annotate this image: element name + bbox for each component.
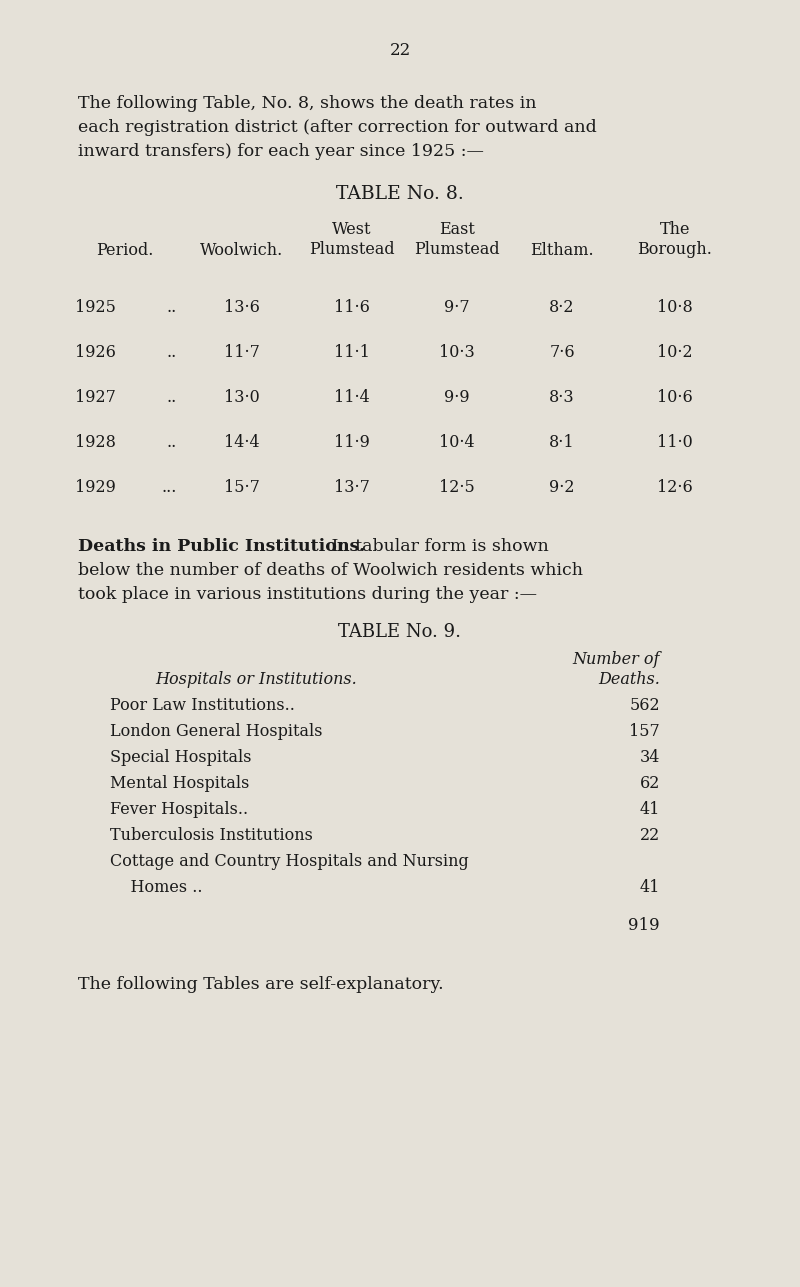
Text: TABLE No. 9.: TABLE No. 9. — [338, 623, 462, 641]
Text: 10·2: 10·2 — [657, 344, 693, 360]
Text: 13·7: 13·7 — [334, 479, 370, 495]
Text: 7·6: 7·6 — [549, 344, 575, 360]
Text: The following Table, No. 8, shows the death rates in: The following Table, No. 8, shows the de… — [78, 95, 537, 112]
Text: The following Tables are self-explanatory.: The following Tables are self-explanator… — [78, 976, 444, 994]
Text: 41: 41 — [640, 879, 660, 896]
Text: 157: 157 — [630, 723, 660, 740]
Text: Homes ..: Homes .. — [110, 879, 202, 896]
Text: each registration district (after correction for outward and: each registration district (after correc… — [78, 118, 597, 136]
Text: Hospitals or Institutions.: Hospitals or Institutions. — [155, 671, 357, 689]
Text: Woolwich.: Woolwich. — [200, 242, 284, 259]
Text: Tuberculosis Institutions: Tuberculosis Institutions — [110, 828, 313, 844]
Text: Mental Hospitals: Mental Hospitals — [110, 775, 250, 792]
Text: 12·6: 12·6 — [657, 479, 693, 495]
Text: 41: 41 — [640, 801, 660, 819]
Text: ..: .. — [166, 299, 177, 317]
Text: West
Plumstead: West Plumstead — [309, 221, 395, 257]
Text: 15·7: 15·7 — [224, 479, 260, 495]
Text: 1929: 1929 — [75, 479, 116, 495]
Text: 9·9: 9·9 — [444, 389, 470, 405]
Text: 919: 919 — [628, 918, 660, 934]
Text: 12·5: 12·5 — [439, 479, 475, 495]
Text: 62: 62 — [640, 775, 660, 792]
Text: 11·0: 11·0 — [657, 434, 693, 450]
Text: 13·0: 13·0 — [224, 389, 260, 405]
Text: 9·7: 9·7 — [444, 299, 470, 317]
Text: 9·2: 9·2 — [550, 479, 574, 495]
Text: below the number of deaths of Woolwich residents which: below the number of deaths of Woolwich r… — [78, 562, 583, 579]
Text: 1928: 1928 — [75, 434, 116, 450]
Text: 1927: 1927 — [75, 389, 116, 405]
Text: ..: .. — [166, 344, 177, 360]
Text: Poor Law Institutions..: Poor Law Institutions.. — [110, 698, 295, 714]
Text: 10·3: 10·3 — [439, 344, 475, 360]
Text: 8·3: 8·3 — [549, 389, 575, 405]
Text: 1926: 1926 — [75, 344, 116, 360]
Text: In tabular form is shown: In tabular form is shown — [326, 538, 549, 555]
Text: 11·6: 11·6 — [334, 299, 370, 317]
Text: 22: 22 — [640, 828, 660, 844]
Text: 10·8: 10·8 — [657, 299, 693, 317]
Text: Fever Hospitals..: Fever Hospitals.. — [110, 801, 248, 819]
Text: 11·9: 11·9 — [334, 434, 370, 450]
Text: 14·4: 14·4 — [224, 434, 260, 450]
Text: Deaths in Public Institutions.: Deaths in Public Institutions. — [78, 538, 366, 555]
Text: 562: 562 — [630, 698, 660, 714]
Text: 10·4: 10·4 — [439, 434, 475, 450]
Text: 13·6: 13·6 — [224, 299, 260, 317]
Text: Special Hospitals: Special Hospitals — [110, 749, 251, 766]
Text: 22: 22 — [390, 42, 410, 59]
Text: The
Borough.: The Borough. — [638, 221, 713, 257]
Text: Period.: Period. — [96, 242, 154, 259]
Text: 11·1: 11·1 — [334, 344, 370, 360]
Text: London General Hospitals: London General Hospitals — [110, 723, 322, 740]
Text: 1925: 1925 — [75, 299, 116, 317]
Text: Number of: Number of — [573, 651, 660, 668]
Text: Eltham.: Eltham. — [530, 242, 594, 259]
Text: ..: .. — [166, 389, 177, 405]
Text: 8·2: 8·2 — [550, 299, 574, 317]
Text: 11·4: 11·4 — [334, 389, 370, 405]
Text: ..: .. — [166, 434, 177, 450]
Text: 11·7: 11·7 — [224, 344, 260, 360]
Text: 8·1: 8·1 — [549, 434, 575, 450]
Text: TABLE No. 8.: TABLE No. 8. — [336, 185, 464, 203]
Text: Deaths.: Deaths. — [598, 671, 660, 689]
Text: 10·6: 10·6 — [657, 389, 693, 405]
Text: Cottage and Country Hospitals and Nursing: Cottage and Country Hospitals and Nursin… — [110, 853, 469, 870]
Text: 34: 34 — [640, 749, 660, 766]
Text: inward transfers) for each year since 1925 :—: inward transfers) for each year since 19… — [78, 143, 484, 160]
Text: ...: ... — [162, 479, 177, 495]
Text: East
Plumstead: East Plumstead — [414, 221, 500, 257]
Text: took place in various institutions during the year :—: took place in various institutions durin… — [78, 586, 537, 604]
